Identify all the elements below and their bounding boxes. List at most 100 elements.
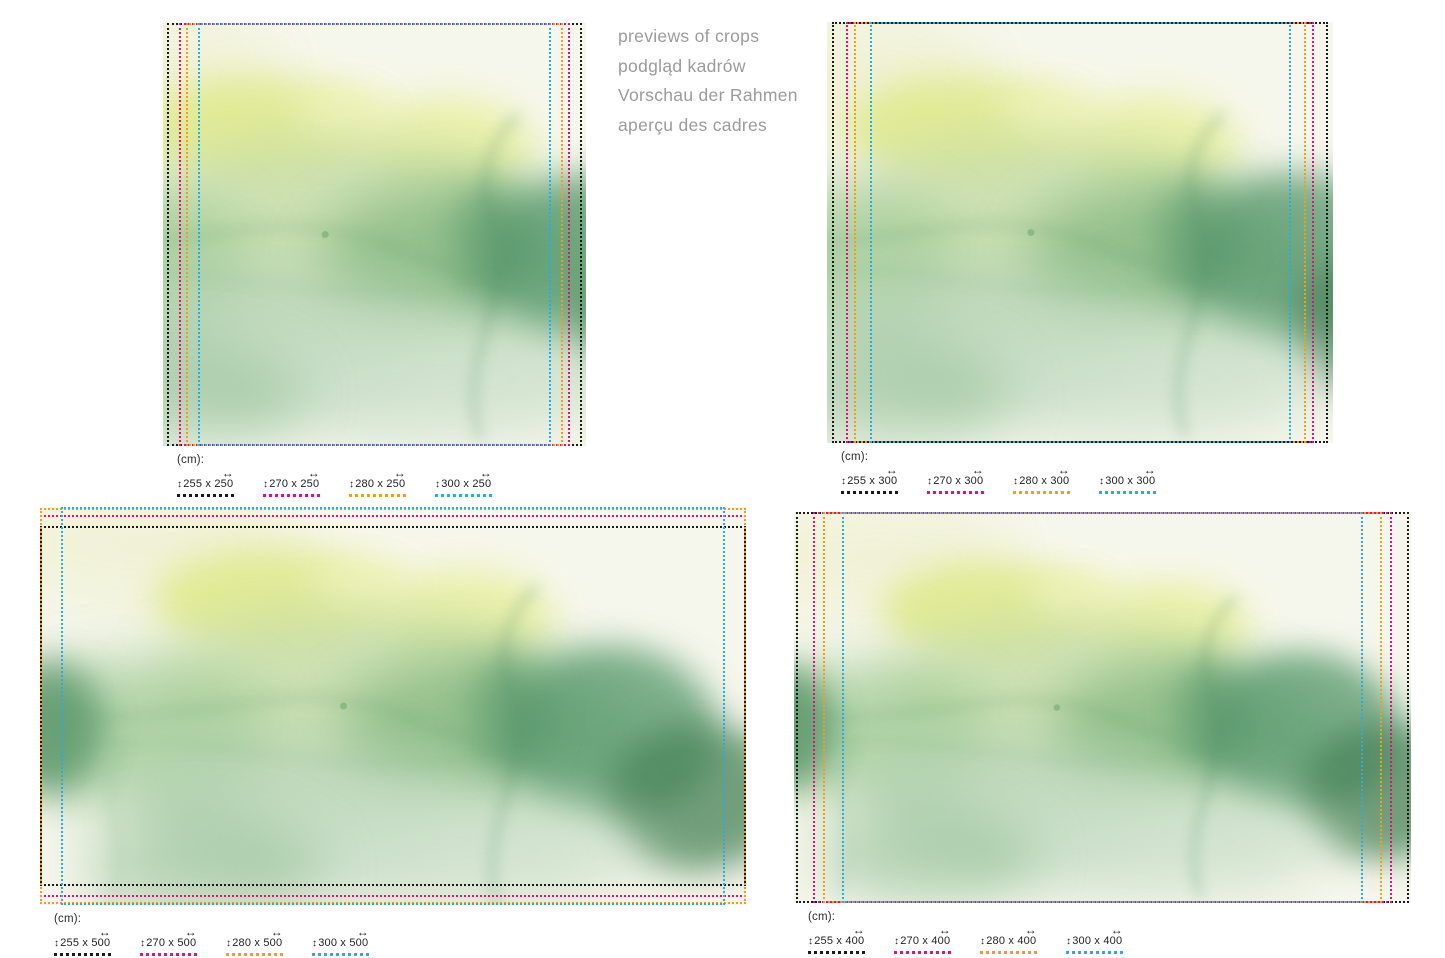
size-option: ↕270 x 300 ↔: [927, 463, 984, 494]
artwork-preview: [794, 512, 1411, 903]
size-option-label: 280 x 250: [355, 478, 406, 490]
size-option-label: 255 x 500: [60, 937, 111, 949]
size-option-label: 300 x 300: [1105, 475, 1156, 487]
size-option-label-wrap: ↕255 x 500 ↔: [54, 925, 111, 949]
horizontal-arrow-icon: ↔: [1110, 923, 1123, 937]
frame-color-swatch: [263, 494, 320, 497]
frame-color-swatch: [980, 951, 1037, 954]
frame-color-swatch: [1066, 951, 1123, 954]
watercolor-artwork: [827, 22, 1333, 443]
size-option: ↕300 x 400 ↔: [1066, 923, 1123, 954]
horizontal-arrow-icon: ↔: [393, 466, 406, 480]
frame-color-swatch: [894, 951, 951, 954]
size-options: ↕255 x 250 ↔ ↕270 x 250 ↔ ↕280 x 250 ↔ ↕300 x …: [177, 466, 586, 497]
vertical-arrow-icon: ↕: [312, 938, 318, 949]
horizontal-arrow-icon: ↔: [938, 923, 951, 937]
size-option-label: 270 x 300: [933, 475, 984, 487]
size-option-label: 300 x 500: [318, 937, 369, 949]
horizontal-arrow-icon: ↔: [270, 925, 283, 939]
unit-label: (cm):: [54, 913, 82, 925]
size-option: ↕280 x 250 ↔: [349, 466, 406, 497]
title-line-fr: aperçu des cadres: [618, 114, 768, 135]
size-legend: (cm): ↕255 x 250 ↔ ↕270 x 250 ↔ ↕280 x 250 ↔ ↕3…: [163, 454, 586, 497]
size-option-label: 255 x 250: [183, 478, 234, 490]
size-option-label: 270 x 250: [269, 478, 320, 490]
size-legend: (cm): ↕255 x 300 ↔ ↕270 x 300 ↔ ↕280 x 300 ↔ ↕3…: [827, 451, 1333, 494]
frame-color-swatch: [808, 951, 865, 954]
size-option-label: 300 x 400: [1072, 935, 1123, 947]
title-line-pl: podgląd kadrów: [618, 55, 746, 76]
size-option-label: 270 x 500: [146, 937, 197, 949]
crop-preview-panel-bottom-right: (cm): ↕255 x 400 ↔ ↕270 x 400 ↔ ↕280 x 400 ↔ ↕3…: [794, 512, 1411, 954]
horizontal-arrow-icon: ↔: [184, 925, 197, 939]
size-option-label: 280 x 400: [986, 935, 1037, 947]
unit-label: (cm):: [841, 451, 869, 463]
size-option: ↕280 x 500 ↔: [226, 925, 283, 956]
frame-color-swatch: [349, 494, 406, 497]
size-legend: (cm): ↕255 x 500 ↔ ↕270 x 500 ↔ ↕280 x 500 ↔ ↕3…: [40, 913, 746, 956]
horizontal-arrow-icon: ↔: [1143, 463, 1156, 477]
title-line-de: Vorschau der Rahmen: [618, 85, 798, 105]
size-option: ↕270 x 400 ↔: [894, 923, 951, 954]
size-options: ↕255 x 400 ↔ ↕270 x 400 ↔ ↕280 x 400 ↔ ↕300 x …: [808, 923, 1411, 954]
size-option: ↕270 x 250 ↔: [263, 467, 320, 497]
horizontal-arrow-icon: ↔: [98, 925, 111, 939]
size-option: ↕255 x 500 ↔: [54, 925, 111, 956]
title-line-en: previews of crops: [618, 26, 760, 46]
crop-preview-panel-bottom-left: (cm): ↕255 x 500 ↔ ↕270 x 500 ↔ ↕280 x 500 ↔ ↕3…: [40, 507, 746, 956]
vertical-arrow-icon: ↕: [1013, 476, 1019, 487]
size-option-label-wrap: ↕270 x 400 ↔: [894, 923, 951, 947]
vertical-arrow-icon: ↕: [927, 476, 933, 487]
vertical-arrow-icon: ↕: [226, 938, 232, 949]
vertical-arrow-icon: ↕: [435, 479, 441, 490]
frame-color-swatch: [226, 953, 283, 956]
size-option: ↕300 x 500 ↔: [312, 926, 369, 956]
vertical-arrow-icon: ↕: [980, 936, 986, 947]
frame-color-swatch: [927, 491, 984, 494]
size-options: ↕255 x 300 ↔ ↕270 x 300 ↔ ↕280 x 300 ↔ ↕300 x …: [841, 463, 1333, 494]
size-option-label-wrap: ↕255 x 300 ↔: [841, 463, 898, 487]
crop-preview-panel-top-right: (cm): ↕255 x 300 ↔ ↕270 x 300 ↔ ↕280 x 300 ↔ ↕3…: [827, 22, 1333, 494]
watercolor-artwork: [794, 512, 1411, 903]
vertical-arrow-icon: ↕: [349, 479, 355, 490]
size-option-label: 255 x 400: [814, 935, 865, 947]
horizontal-arrow-icon: ↔: [971, 463, 984, 477]
horizontal-arrow-icon: ↔: [885, 463, 898, 477]
size-option-label-wrap: ↕300 x 300 ↔: [1099, 463, 1156, 487]
size-option-label-wrap: ↕270 x 300 ↔: [927, 463, 984, 487]
horizontal-arrow-icon: ↔: [479, 466, 492, 480]
size-option-label: 300 x 250: [441, 478, 492, 490]
size-option-label-wrap: ↕300 x 400 ↔: [1066, 923, 1123, 947]
horizontal-arrow-icon: ↔: [221, 466, 234, 480]
frame-color-swatch: [1099, 491, 1156, 494]
size-option: ↕300 x 250 ↔: [435, 466, 492, 497]
size-option: ↕280 x 300 ↔: [1013, 463, 1070, 494]
size-option-label-wrap: ↕300 x 250 ↔: [435, 466, 492, 490]
size-option: ↕255 x 400 ↔: [808, 924, 865, 954]
artwork-preview: [827, 22, 1333, 443]
artwork-preview: [163, 23, 586, 446]
frame-color-swatch: [841, 491, 898, 494]
size-option-label-wrap: ↕280 x 400 ↔: [980, 923, 1037, 947]
unit-label: (cm):: [808, 911, 836, 923]
size-option-label-wrap: ↕280 x 500 ↔: [226, 925, 283, 949]
vertical-arrow-icon: ↕: [841, 476, 847, 487]
size-option-label: 280 x 500: [232, 937, 283, 949]
size-option-label-wrap: ↕255 x 250 ↔: [177, 466, 234, 490]
size-option: ↕255 x 300 ↔: [841, 463, 898, 494]
horizontal-arrow-icon: ↔: [1057, 463, 1070, 477]
size-option: ↕255 x 250 ↔: [177, 466, 234, 497]
size-option-label: 270 x 400: [900, 935, 951, 947]
size-option-label-wrap: ↕300 x 500 ↔: [312, 926, 369, 949]
unit-label: (cm):: [177, 454, 205, 466]
vertical-arrow-icon: ↕: [894, 936, 900, 947]
size-option-label-wrap: ↕270 x 500 ↔: [140, 925, 197, 949]
frame-color-swatch: [54, 953, 111, 956]
size-option-label-wrap: ↕280 x 250 ↔: [349, 466, 406, 490]
crop-preview-panel-top-left: (cm): ↕255 x 250 ↔ ↕270 x 250 ↔ ↕280 x 250 ↔ ↕3…: [163, 23, 586, 497]
vertical-arrow-icon: ↕: [54, 938, 60, 949]
vertical-arrow-icon: ↕: [140, 938, 146, 949]
vertical-arrow-icon: ↕: [177, 479, 183, 490]
size-option-label-wrap: ↕255 x 400 ↔: [808, 924, 865, 947]
horizontal-arrow-icon: ↔: [1024, 923, 1037, 937]
